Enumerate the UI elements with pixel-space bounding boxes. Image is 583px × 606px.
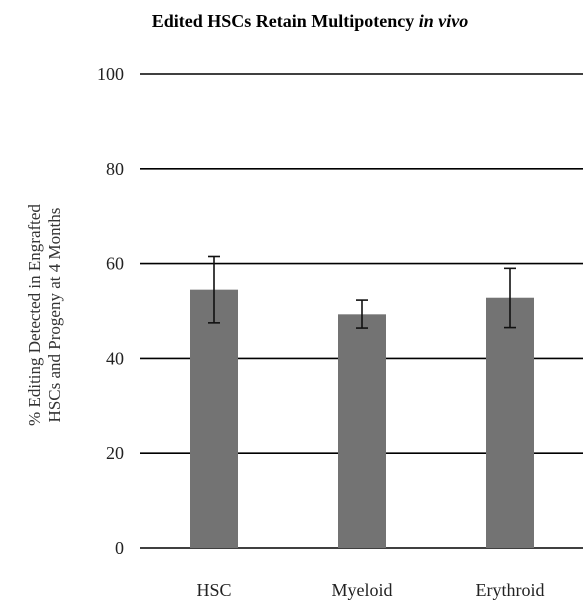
y-axis-label: % Editing Detected in Engrafted HSCs and… — [25, 204, 64, 426]
bars — [190, 289, 534, 548]
chart-title: Edited HSCs Retain Multipotency in vivo — [152, 11, 469, 31]
bar-myeloid — [338, 314, 386, 548]
error-bars — [208, 255, 516, 329]
chart-title-main: Edited HSCs Retain Multipotency — [152, 11, 419, 31]
y-tick-label-100: 100 — [97, 64, 124, 84]
y-tick-label-60: 60 — [106, 254, 124, 274]
y-tick-labels: 0 20 40 60 80 100 — [97, 64, 124, 558]
chart-title-italic: in vivo — [419, 11, 469, 31]
category-label-myeloid: Myeloid — [332, 580, 393, 600]
y-tick-label-40: 40 — [106, 348, 124, 368]
y-axis-label-line2: HSCs and Progeny at 4 Months — [45, 208, 64, 423]
bar-erythroid — [486, 297, 534, 548]
category-label-hsc: HSC — [196, 580, 231, 600]
y-tick-label-0: 0 — [115, 538, 124, 558]
bar-hsc — [190, 289, 238, 548]
error-bar-hsc — [208, 255, 220, 324]
category-labels: HSC Myeloid Erythroid — [196, 580, 544, 600]
category-label-erythroid: Erythroid — [476, 580, 545, 600]
y-tick-label-80: 80 — [106, 159, 124, 179]
error-bar-erythroid — [504, 267, 516, 329]
y-tick-label-20: 20 — [106, 443, 124, 463]
y-axis-label-line1: % Editing Detected in Engrafted — [25, 204, 44, 426]
error-bar-myeloid — [356, 299, 368, 329]
